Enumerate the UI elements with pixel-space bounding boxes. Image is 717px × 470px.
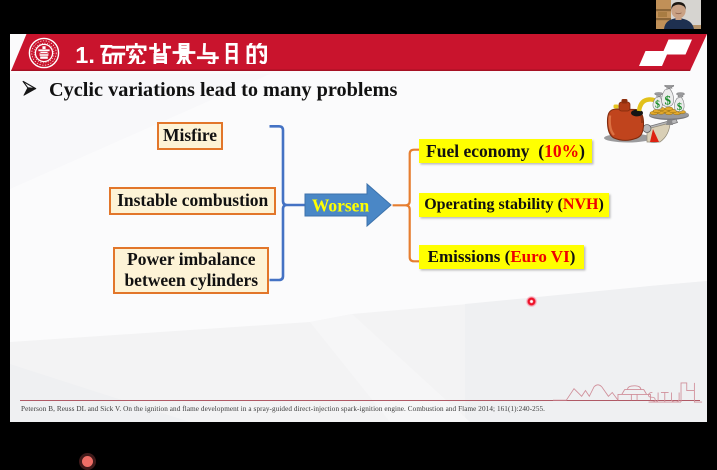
svg-text:$: $ [665, 93, 672, 108]
svg-text:$: $ [655, 100, 660, 111]
svg-text:Worsen: Worsen [312, 196, 370, 216]
svg-text:$: $ [677, 102, 682, 113]
